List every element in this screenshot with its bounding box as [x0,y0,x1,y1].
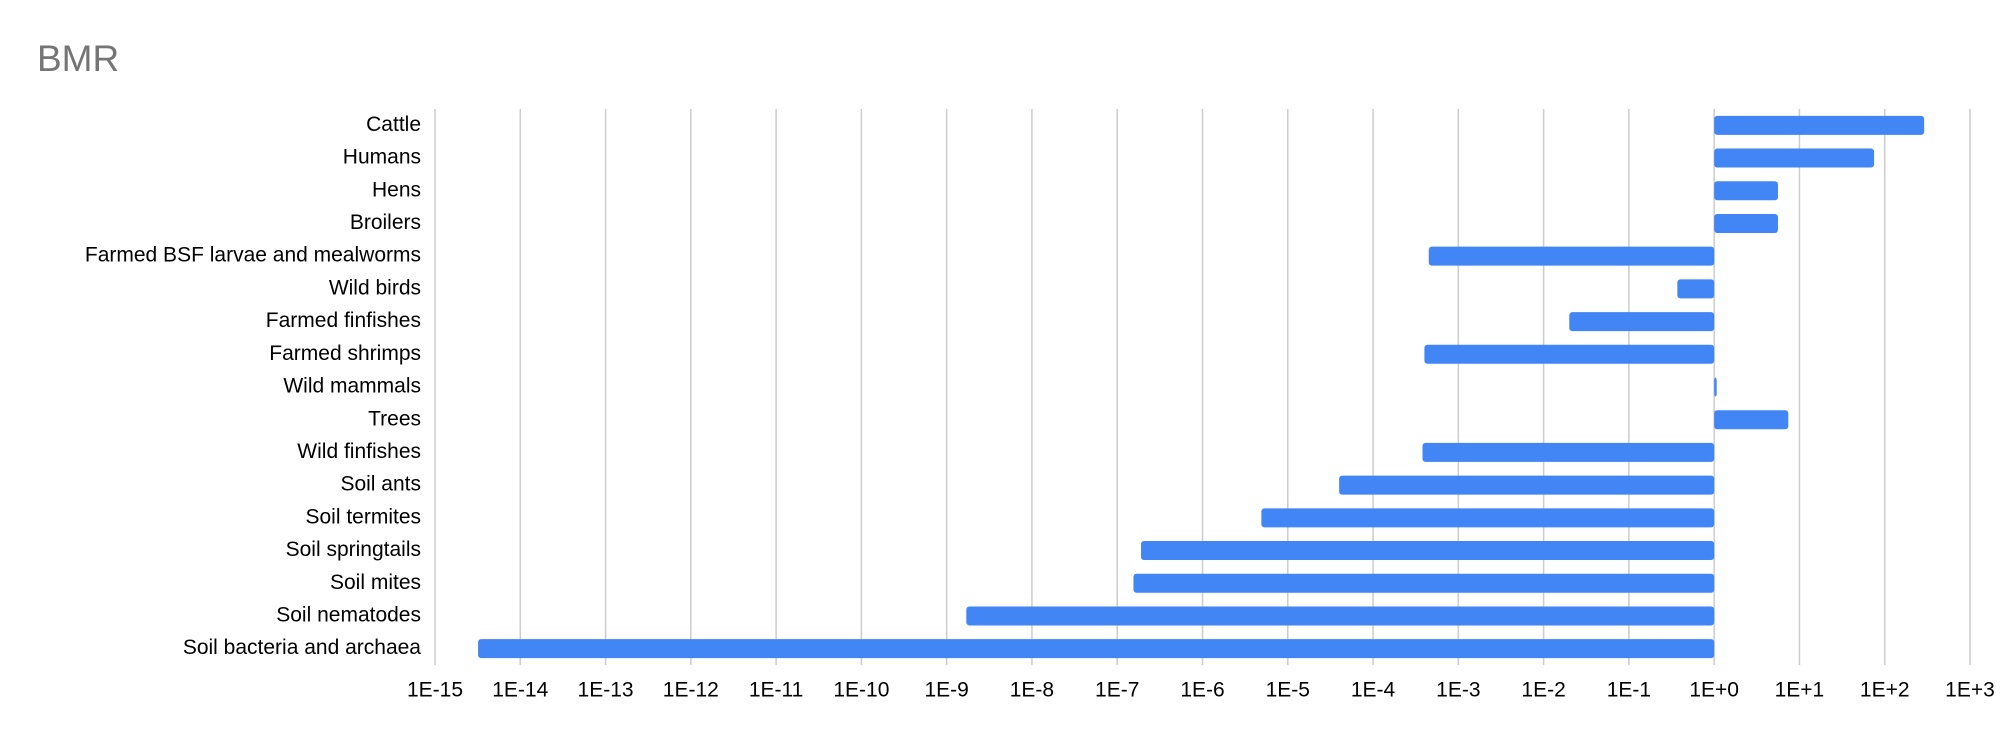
x-tick-label: 1E+1 [1775,679,1825,702]
x-tick-label: 1E-11 [749,679,803,702]
x-tick-label: 1E-3 [1436,679,1480,702]
bar [1677,279,1715,299]
bar [1714,410,1789,430]
y-tick-label: Soil springtails [286,538,421,561]
bar [478,639,1715,659]
x-tick-label: 1E-1 [1607,679,1651,702]
y-tick-label: Wild birds [329,276,421,299]
y-tick-label: Soil ants [340,473,421,496]
bar [1714,148,1875,168]
x-tick-label: 1E-4 [1351,679,1396,702]
y-tick-label: Farmed BSF larvae and mealworms [85,244,421,267]
bar [1714,181,1778,201]
x-tick-label: 1E-12 [663,679,719,702]
y-tick-label: Trees [368,407,421,430]
bar [1714,213,1778,233]
y-tick-label: Hens [372,178,421,201]
y-tick-label: Soil bacteria and archaea [183,636,421,659]
chart-title: BMR [37,38,119,79]
y-tick-label: Soil nematodes [276,603,421,626]
bar [966,606,1715,626]
y-tick-label: Soil termites [305,505,421,528]
x-tick-label: 1E-5 [1266,679,1310,702]
bar [1424,344,1715,364]
x-tick-label: 1E-13 [578,679,634,702]
y-tick-label: Farmed finfishes [266,309,421,332]
y-tick-label: Wild mammals [283,375,421,398]
x-tick-label: 1E+0 [1689,679,1739,702]
bar [1261,508,1715,528]
y-tick-label: Humans [343,146,421,169]
bar [1569,312,1715,332]
bar [1422,442,1715,462]
x-tick-label: 1E-6 [1180,679,1224,702]
bar [1428,246,1715,266]
x-tick-label: 1E-15 [407,679,463,702]
bar [1714,115,1925,135]
bar [1714,377,1717,397]
bar [1133,573,1715,593]
x-tick-label: 1E-14 [492,679,548,702]
y-tick-label: Broilers [350,211,421,234]
y-tick-label: Cattle [366,113,421,136]
x-tick-label: 1E-10 [833,679,889,702]
x-tick-label: 1E-9 [924,679,968,702]
y-tick-label: Farmed shrimps [269,342,421,365]
x-tick-label: 1E+3 [1945,679,1995,702]
y-tick-label: Wild finfishes [297,440,421,463]
x-tick-label: 1E-7 [1095,679,1139,702]
bar [1140,541,1715,561]
x-tick-label: 1E+2 [1860,679,1910,702]
bar [1339,475,1715,495]
y-tick-label: Soil mites [330,571,421,594]
x-tick-label: 1E-8 [1010,679,1054,702]
x-tick-label: 1E-2 [1521,679,1565,702]
